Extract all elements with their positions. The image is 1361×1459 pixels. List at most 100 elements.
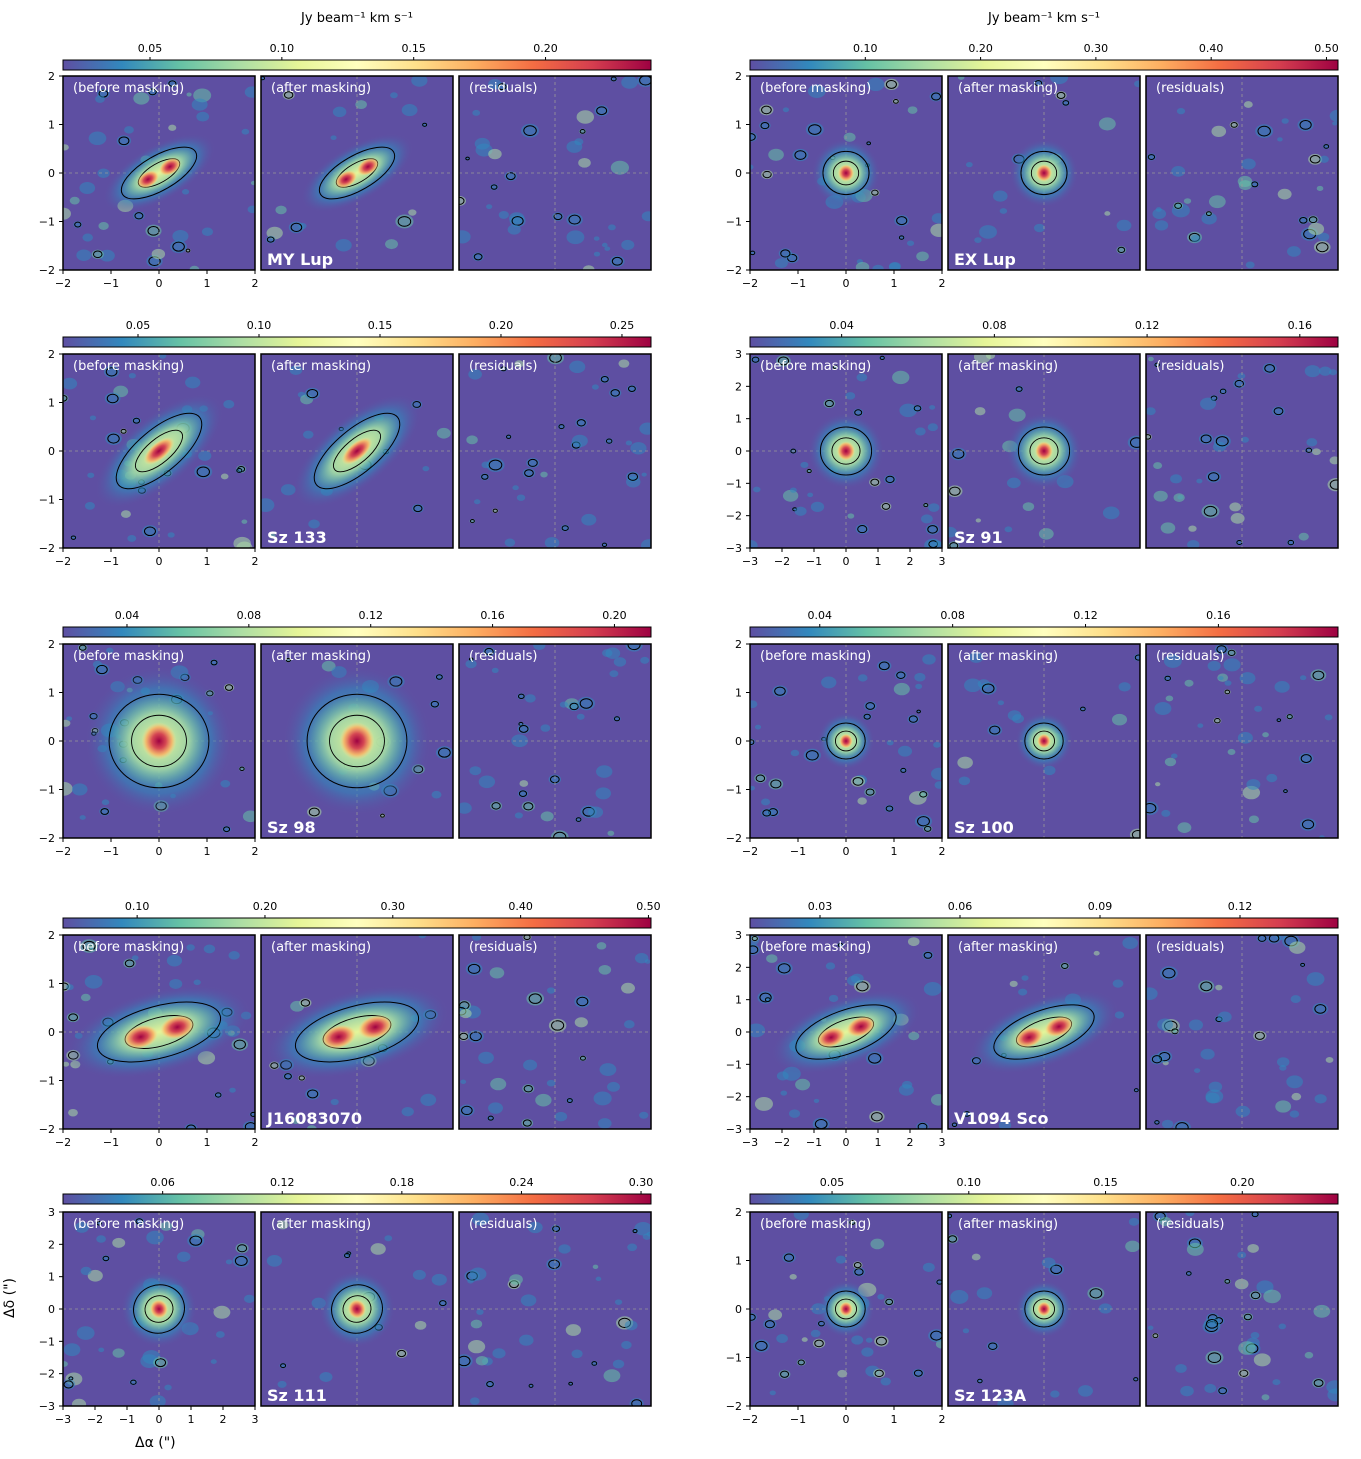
noise-speckle <box>975 518 981 523</box>
noise-speckle <box>578 157 591 168</box>
noise-contour <box>1117 246 1126 254</box>
noise-contour <box>981 683 995 694</box>
noise-contour <box>1061 962 1069 969</box>
x-axis-label: Δα (") <box>135 1435 176 1451</box>
noise-speckle <box>1274 681 1290 693</box>
noise-contour <box>524 469 534 477</box>
x-tick-label: 0 <box>156 1413 163 1426</box>
noise-speckle <box>592 1264 599 1269</box>
colorbar-tick-label: 0.04 <box>115 609 140 622</box>
y-tick-label: −2 <box>39 1123 55 1136</box>
noise-contour <box>919 791 928 798</box>
panel-after: (after masking) Sz 123A <box>947 1211 1141 1407</box>
noise-speckle <box>63 1361 68 1367</box>
noise-speckle <box>1239 672 1256 685</box>
noise-speckle <box>196 111 210 122</box>
panel-after: (after masking) V1094 Sco <box>947 934 1141 1130</box>
colorbar-tick-label: 0.15 <box>1093 1176 1118 1189</box>
noise-speckle <box>460 1079 467 1085</box>
noise-speckle <box>1237 372 1246 380</box>
x-tick-label: 1 <box>891 1413 898 1426</box>
noise-contour <box>237 1244 248 1253</box>
noise-speckle <box>87 472 95 478</box>
noise-speckle <box>907 106 918 114</box>
panel-after: (after masking) Sz 111 <box>260 1211 454 1407</box>
noise-speckle <box>544 537 560 548</box>
noise-speckle <box>1098 117 1116 131</box>
noise-contour <box>93 250 103 259</box>
noise-speckle <box>965 162 973 168</box>
noise-contour <box>1230 121 1238 128</box>
noise-speckle <box>1316 185 1324 191</box>
noise-speckle <box>1160 522 1176 534</box>
panel-after: (after masking) Sz 98 <box>260 643 454 839</box>
colorbar-tick-label: 0.20 <box>253 900 278 913</box>
x-tick-label: −2 <box>55 1136 71 1149</box>
noise-contour <box>196 466 210 478</box>
noise-speckle <box>776 1334 788 1344</box>
noise-contour <box>832 365 838 370</box>
x-tick-label: −2 <box>55 555 71 568</box>
noise-contour <box>486 1381 494 1388</box>
noise-speckle <box>948 526 957 538</box>
noise-contour <box>1283 789 1288 794</box>
noise-contour <box>422 122 428 127</box>
noise-speckle <box>807 84 826 99</box>
colorbar-tick-label: 0.30 <box>629 1176 654 1189</box>
noise-contour <box>797 1359 805 1366</box>
noise-contour <box>68 1013 78 1022</box>
noise-contour <box>1323 144 1330 149</box>
noise-speckle <box>915 683 923 690</box>
noise-speckle <box>1112 979 1124 988</box>
noise-speckle <box>800 461 809 468</box>
y-tick-label: 2 <box>48 348 55 361</box>
noise-contour <box>875 1336 887 1346</box>
noise-contour <box>856 981 869 992</box>
noise-speckle <box>790 749 800 757</box>
noise-contour <box>63 1380 74 1389</box>
source-emission <box>292 393 422 509</box>
noise-speckle <box>929 405 936 410</box>
noise-contour <box>236 468 243 473</box>
noise-speckle <box>319 1372 333 1383</box>
noise-speckle <box>469 766 482 776</box>
panel-title: (residuals) <box>469 940 537 955</box>
emission-contour-inner <box>1032 1298 1056 1320</box>
panel-title: (before masking) <box>760 359 871 374</box>
noise-contour <box>892 99 899 104</box>
noise-contour <box>917 816 930 827</box>
noise-contour <box>522 1119 532 1127</box>
noise-speckle <box>420 1093 437 1107</box>
noise-contour <box>96 664 108 675</box>
noise-speckle <box>867 77 885 92</box>
noise-speckle <box>999 208 1008 214</box>
noise-speckle <box>813 1098 820 1103</box>
y-tick-label: 1 <box>48 397 55 410</box>
noise-speckle <box>1155 782 1161 787</box>
noise-contour <box>1287 539 1295 546</box>
noise-contour <box>908 715 918 723</box>
emission-peak <box>339 722 375 760</box>
panel-after: (after masking) EX Lup <box>947 75 1141 271</box>
noise-speckle <box>519 1334 534 1346</box>
x-tick-label: −2 <box>87 1413 103 1426</box>
x-tick-label: −1 <box>103 845 119 858</box>
noise-contour <box>977 1378 983 1384</box>
y-tick-label: 3 <box>48 1206 55 1219</box>
noise-speckle <box>88 131 107 146</box>
noise-contour <box>1300 754 1312 763</box>
emission-contour-inner <box>1032 730 1056 752</box>
noise-speckle <box>569 360 586 374</box>
noise-contour <box>380 813 385 818</box>
noise-speckle <box>614 1299 623 1305</box>
noise-speckle <box>1289 941 1306 954</box>
noise-speckle <box>63 1343 81 1357</box>
emission-peak <box>1014 1026 1044 1048</box>
noise-contour <box>214 1092 222 1098</box>
y-tick-label: 2 <box>48 70 55 83</box>
noise-speckle <box>411 76 428 87</box>
noise-contour <box>1129 437 1140 448</box>
emission-peak <box>141 722 177 760</box>
noise-speckle <box>571 434 588 448</box>
noise-speckle <box>907 240 915 246</box>
